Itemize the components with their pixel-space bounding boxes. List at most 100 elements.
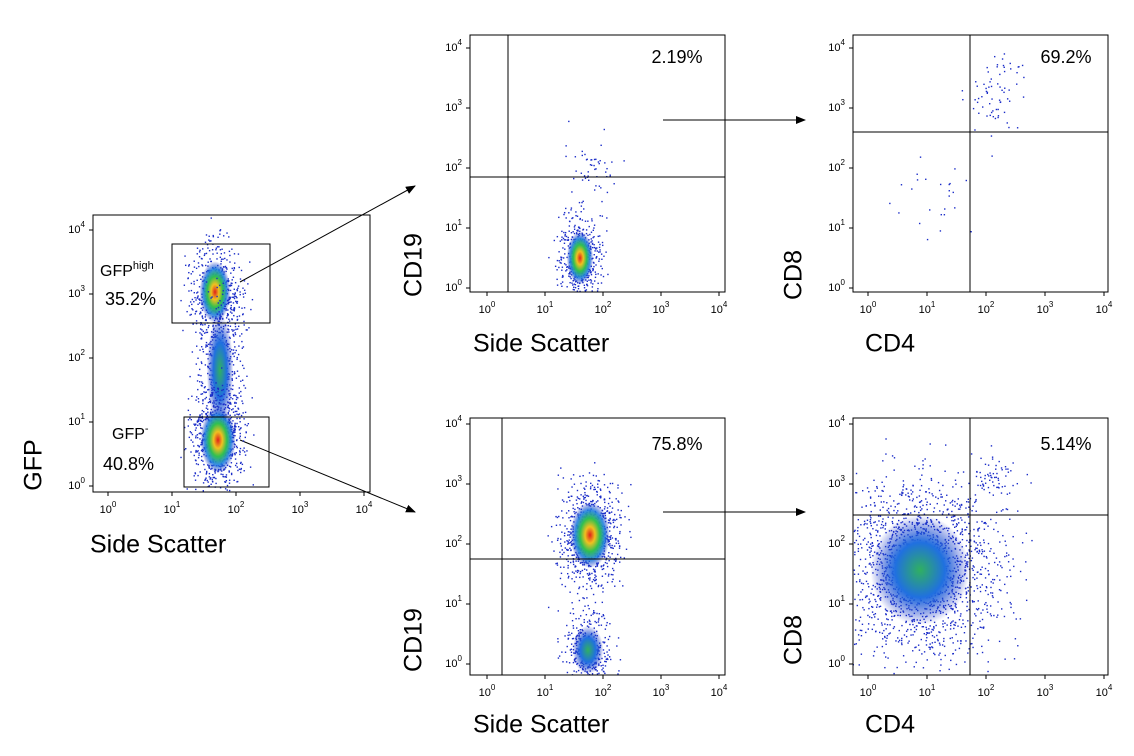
event-dot	[226, 484, 229, 487]
event-dot	[574, 294, 575, 295]
event-dot	[594, 276, 597, 279]
event-dot	[564, 235, 566, 237]
event-dot	[869, 556, 872, 559]
event-dot	[857, 573, 860, 575]
event-dot	[555, 562, 557, 565]
event-dot	[232, 349, 235, 351]
event-dot	[993, 55, 996, 58]
event-dot	[239, 435, 241, 437]
event-dot	[213, 386, 215, 389]
event-dot	[952, 191, 954, 194]
event-dot	[595, 273, 597, 276]
event-dot	[233, 253, 236, 255]
event-dot	[594, 569, 596, 571]
event-dot	[581, 219, 584, 221]
event-dot	[567, 534, 569, 536]
event-dot	[920, 638, 922, 641]
event-dot	[610, 535, 612, 537]
event-dot	[951, 499, 954, 502]
event-dot	[229, 254, 231, 257]
event-dot	[576, 229, 578, 232]
event-dot	[235, 398, 238, 401]
event-dot	[193, 454, 195, 457]
event-dot	[201, 409, 204, 412]
event-dot	[225, 317, 228, 319]
event-dot	[865, 573, 867, 575]
event-dot	[913, 630, 916, 633]
event-dot	[956, 503, 958, 505]
x-tick-label: 101	[537, 300, 554, 316]
event-dot	[614, 585, 616, 587]
tick-exp: 3	[304, 500, 309, 509]
event-dot	[215, 482, 217, 485]
event-dot	[939, 652, 941, 654]
event-dot	[233, 308, 235, 311]
event-dot	[193, 301, 195, 303]
tick-base: 10	[828, 162, 840, 174]
event-dot	[835, 553, 836, 554]
event-dot	[580, 482, 582, 485]
event-dot	[909, 499, 911, 501]
event-dot	[979, 590, 982, 593]
event-dot	[989, 114, 991, 117]
event-dot	[595, 501, 598, 503]
event-dot	[988, 573, 990, 576]
event-dot	[199, 381, 201, 383]
event-dot	[900, 642, 903, 644]
event-dot	[981, 549, 983, 551]
event-dot	[875, 606, 878, 608]
y-tick-label: 100	[445, 654, 462, 670]
event-dot	[907, 628, 909, 631]
event-dot	[241, 340, 243, 343]
event-dot	[190, 273, 192, 275]
event-dot	[998, 99, 1001, 101]
event-dot	[200, 393, 202, 395]
event-dot	[951, 510, 953, 513]
event-dot	[204, 323, 206, 326]
event-dot	[593, 612, 596, 614]
event-dot	[870, 550, 872, 552]
event-dot	[603, 508, 606, 510]
event-dot	[242, 412, 244, 414]
event-dot	[864, 572, 866, 575]
event-dot	[232, 269, 235, 271]
y-tick-label: 100	[68, 476, 85, 492]
event-dot	[590, 282, 592, 284]
event-dot	[576, 571, 579, 574]
event-dot	[228, 410, 230, 412]
event-dot	[240, 467, 243, 470]
event-dot	[834, 496, 835, 497]
event-dot	[201, 362, 203, 365]
event-dot	[201, 264, 203, 266]
event-dot	[188, 271, 190, 274]
event-dot	[253, 434, 255, 436]
tick-base: 10	[653, 687, 665, 699]
event-dot	[202, 287, 204, 290]
event-dot	[194, 472, 196, 474]
event-dot	[202, 350, 205, 353]
event-dot	[609, 543, 611, 545]
event-dot	[219, 399, 221, 401]
event-dot	[226, 232, 228, 234]
event-dot	[884, 636, 886, 639]
event-dot	[1002, 64, 1005, 67]
event-dot	[913, 506, 916, 508]
event-dot	[205, 396, 208, 399]
event-dot	[1017, 510, 1019, 512]
event-dot	[238, 387, 241, 389]
event-dot	[907, 642, 909, 644]
event-dot	[237, 469, 239, 472]
event-dot	[556, 278, 558, 281]
event-dot	[900, 494, 903, 496]
event-dot	[993, 614, 995, 617]
event-dot	[826, 577, 827, 578]
event-dot	[979, 542, 981, 544]
event-dot	[613, 518, 615, 521]
event-dot	[857, 526, 859, 529]
event-dot	[579, 230, 581, 233]
event-dot	[598, 672, 600, 675]
event-dot	[205, 391, 208, 393]
event-dot	[572, 563, 575, 566]
event-dot	[564, 233, 566, 236]
event-dot	[591, 691, 592, 692]
